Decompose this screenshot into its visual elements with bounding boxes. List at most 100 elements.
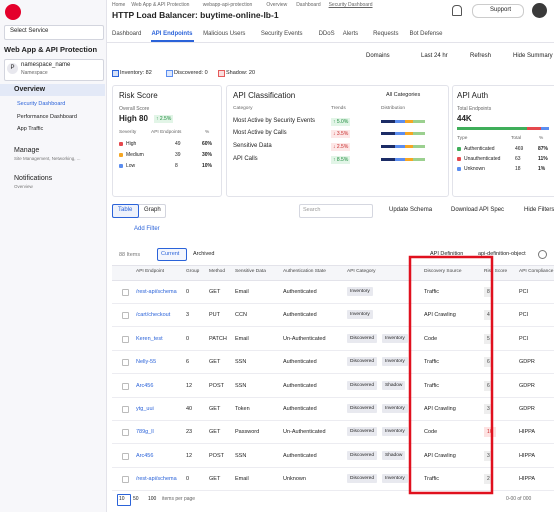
filter-checkbox[interactable] (218, 70, 225, 77)
app-title: Web App & API Protection (4, 45, 98, 54)
endpoint-link[interactable]: Arc456 (136, 382, 154, 389)
item-count: 88 Items (119, 252, 141, 258)
download-spec[interactable]: Download API Spec (451, 207, 505, 213)
tab[interactable]: Malicious Users (203, 31, 246, 37)
endpoint-link[interactable]: /rest-api/schema (136, 476, 177, 483)
cell: 18 (515, 166, 521, 172)
settings[interactable] (538, 250, 547, 259)
endpoint-link[interactable]: /rest-api/schema (136, 289, 177, 295)
row-checkbox[interactable] (122, 359, 129, 367)
tab-underline (151, 40, 195, 42)
support-btn[interactable] (472, 4, 524, 18)
auth-bar (527, 127, 541, 130)
category-tag: Discovered (347, 427, 377, 437)
breadcrumb-item[interactable]: Web App & API Protection (131, 2, 190, 8)
definition-object[interactable]: api-definition-object (478, 251, 526, 257)
subtab[interactable]: Archived (193, 251, 215, 257)
category-tag: Discovered (347, 380, 377, 390)
filter-checkbox[interactable] (166, 70, 173, 77)
nav-sub: Overview (14, 184, 33, 189)
category-dropdown[interactable]: All Categories (386, 92, 421, 98)
select-service[interactable]: Select Service (10, 28, 49, 34)
row-checkbox[interactable] (122, 452, 129, 460)
breadcrumb-item[interactable]: Overview (266, 2, 288, 8)
col-header: Total (511, 136, 522, 141)
tab[interactable]: Requests (373, 31, 399, 37)
endpoint-link[interactable]: Arc456 (136, 452, 154, 459)
subtab[interactable]: Current (161, 251, 180, 257)
severity-dot (119, 142, 123, 146)
page-size[interactable]: 50 (133, 496, 139, 502)
tab[interactable]: Security Events (260, 31, 303, 37)
distribution-segment (405, 158, 413, 161)
endpoint-link[interactable]: 789g_ll (136, 429, 154, 436)
tab[interactable]: Bot Defense (409, 31, 443, 37)
col-header: % (205, 130, 210, 135)
search-box[interactable] (299, 204, 373, 218)
row-checkbox[interactable] (122, 382, 129, 390)
hide-summary[interactable]: Hide Summary (513, 53, 553, 59)
hide-filters[interactable]: Hide Filters (524, 207, 554, 213)
update-schema[interactable]: Update Schema (389, 207, 433, 213)
card-title: API Auth (457, 91, 489, 100)
endpoint-link[interactable]: /cart/checkout (136, 312, 171, 319)
distribution-segment (413, 132, 425, 135)
highlight-box (408, 255, 494, 495)
cell: 87% (538, 146, 549, 152)
nav-subitem[interactable]: App Traffic (17, 126, 44, 132)
breadcrumb-item[interactable]: webapp-api-protection (202, 2, 253, 8)
cell: Unauthenticated (464, 156, 501, 162)
select-service-box[interactable] (4, 25, 104, 40)
add-filter[interactable]: Add Filter (134, 226, 160, 232)
breadcrumb-item[interactable]: Home (112, 2, 126, 8)
breadcrumb-item[interactable]: Security Dashboard (328, 2, 373, 8)
filter-chip[interactable]: Shadow: 20 (226, 70, 256, 76)
tabs-border (106, 42, 554, 43)
tab[interactable]: API Endpoints (151, 31, 193, 37)
nav-item[interactable]: Manage (14, 147, 40, 154)
refresh[interactable]: Refresh (470, 53, 492, 59)
page-size[interactable]: 100 (148, 496, 157, 502)
category-tag: Discovered (347, 450, 377, 460)
nav-subitem[interactable]: Performance Dashboard (17, 113, 77, 120)
avatar (532, 3, 547, 18)
nav-subitem[interactable]: Security Dashboard (17, 101, 66, 107)
view-tab[interactable]: Graph (144, 207, 161, 213)
nav-item[interactable]: Overview (14, 86, 46, 93)
column-header: API Endpoint (136, 269, 165, 274)
tab[interactable]: Dashboard (112, 31, 142, 37)
filter-checkbox[interactable] (112, 70, 119, 77)
row-checkbox[interactable] (122, 406, 129, 413)
domains[interactable]: Domains (366, 53, 390, 59)
endpoint-link[interactable]: Nelly-55 (136, 359, 157, 366)
namespace-box[interactable] (4, 59, 104, 81)
cell: Token (235, 406, 250, 412)
search[interactable]: Search (303, 207, 321, 213)
page-size[interactable]: 10 (119, 496, 125, 502)
bell[interactable] (452, 5, 462, 16)
endpoint-link[interactable]: Keren_test (136, 335, 163, 342)
tab[interactable]: DDoS (318, 31, 335, 37)
view-tab[interactable]: Table (118, 207, 133, 213)
cell: 49 (175, 141, 181, 147)
row-checkbox[interactable] (122, 429, 129, 437)
nav-item[interactable]: Notifications (14, 175, 53, 182)
breadcrumb-item[interactable]: Dashboard (296, 2, 321, 8)
severity-dot (119, 153, 123, 157)
support[interactable]: Support (490, 7, 512, 13)
endpoint-link[interactable]: ytg_uui (136, 406, 154, 412)
row-checkbox[interactable] (122, 289, 129, 296)
cell: Email (235, 335, 249, 342)
cell: GET (209, 429, 221, 436)
distribution-segment (413, 145, 425, 148)
category-tag: Shadow (382, 450, 406, 460)
time-range[interactable]: Last 24 hr (421, 53, 448, 59)
row-checkbox[interactable] (122, 476, 129, 484)
column-header: Risk Score (484, 269, 508, 274)
filter-chip[interactable]: Discovered: 0 (174, 70, 208, 76)
distribution-segment (405, 120, 413, 123)
tab[interactable]: Alerts (342, 31, 359, 37)
row-checkbox[interactable] (122, 335, 129, 343)
filter-chip[interactable]: Inventory: 82 (120, 70, 152, 76)
row-checkbox[interactable] (122, 312, 129, 320)
